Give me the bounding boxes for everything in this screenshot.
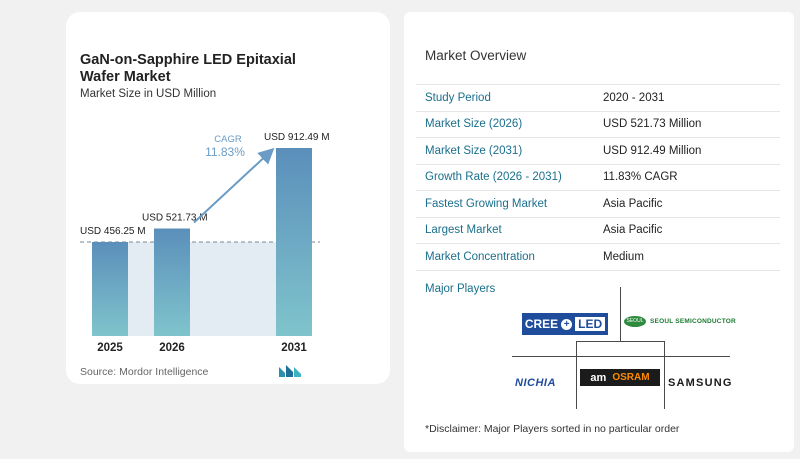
overview-value: USD 521.73 Million [603,118,702,131]
overview-label: Market Size (2031) [425,144,523,157]
bar-chart: USD 456.25 M 2025 USD 521.73 M 2026 USD 912.… [80,132,330,354]
overview-value: Asia Pacific [603,197,663,210]
logo-grid-divider [664,341,665,409]
logo-grid-divider [576,341,577,409]
seoul-semiconductor-logo: SEOUL SEOUL SEMICONDUCTOR [624,316,736,327]
overview-value: 2020 - 2031 [603,91,665,104]
x-tick-label: 2025 [97,342,123,354]
overview-row: Market Size (2026) USD 521.73 Million [416,112,780,138]
overview-value: Medium [603,250,644,263]
x-tick-label: 2026 [159,342,185,354]
seoul-logo-text: SEOUL SEMICONDUCTOR [650,318,736,325]
logo-grid-divider [576,341,664,342]
seoul-badge-icon: SEOUL [624,316,646,327]
cree-led-logo: CREE + LED [522,313,608,335]
overview-value: Asia Pacific [603,224,663,237]
major-players-title: Major Players [425,283,496,295]
ams-logo-text: am [590,371,607,384]
overview-value: 11.83% CAGR [603,171,678,184]
bar-data-label: USD 521.73 M [142,213,208,224]
overview-row: Growth Rate (2026 - 2031) 11.83% CAGR [416,165,780,191]
overview-row: Fastest Growing Market Asia Pacific [416,191,780,218]
cagr-value: 11.83% [205,145,245,159]
overview-label: Largest Market [425,224,502,237]
bar [276,148,312,336]
osram-logo-text: OSRAM [612,372,650,383]
overview-label: Growth Rate (2026 - 2031) [425,171,562,184]
overview-label: Market Concentration [425,250,535,263]
source-note: Source: Mordor Intelligence [80,366,209,378]
overview-row: Market Concentration Medium [416,244,780,271]
overview-table: Study Period 2020 - 2031 Market Size (20… [416,84,780,271]
mordor-logo-icon [279,365,301,377]
overview-row: Study Period 2020 - 2031 [416,84,780,112]
logo-grid-divider [512,356,730,357]
cree-logo-text: CREE [524,317,559,331]
overview-label: Study Period [425,91,491,104]
overview-row: Market Size (2031) USD 912.49 Million [416,138,780,165]
ams-osram-logo: am OSRAM [580,369,660,386]
cree-plus-icon: + [561,318,573,330]
overview-value: USD 912.49 Million [603,144,702,157]
samsung-logo: SAMSUNG [668,377,733,389]
logo-grid-divider [620,287,621,341]
bar-data-label: USD 912.49 M [264,132,330,143]
bar [154,228,190,336]
x-tick-label: 2031 [281,342,307,354]
bar-data-label: USD 456.25 M [80,226,146,237]
overview-title: Market Overview [425,48,527,63]
overview-row: Largest Market Asia Pacific [416,218,780,244]
chart-subtitle: Market Size in USD Million [80,88,217,100]
overview-label: Fastest Growing Market [425,197,548,210]
bar [92,241,128,336]
disclaimer-text: *Disclaimer: Major Players sorted in no … [425,423,680,435]
cagr-arrow [193,147,275,224]
led-logo-text: LED [575,317,606,331]
overview-label: Market Size (2026) [425,118,523,131]
cagr-label: CAGR [214,134,242,145]
chart-title: GaN-on-Sapphire LED Epitaxial Wafer Mark… [80,52,296,85]
nichia-logo: NICHIA [515,377,556,389]
